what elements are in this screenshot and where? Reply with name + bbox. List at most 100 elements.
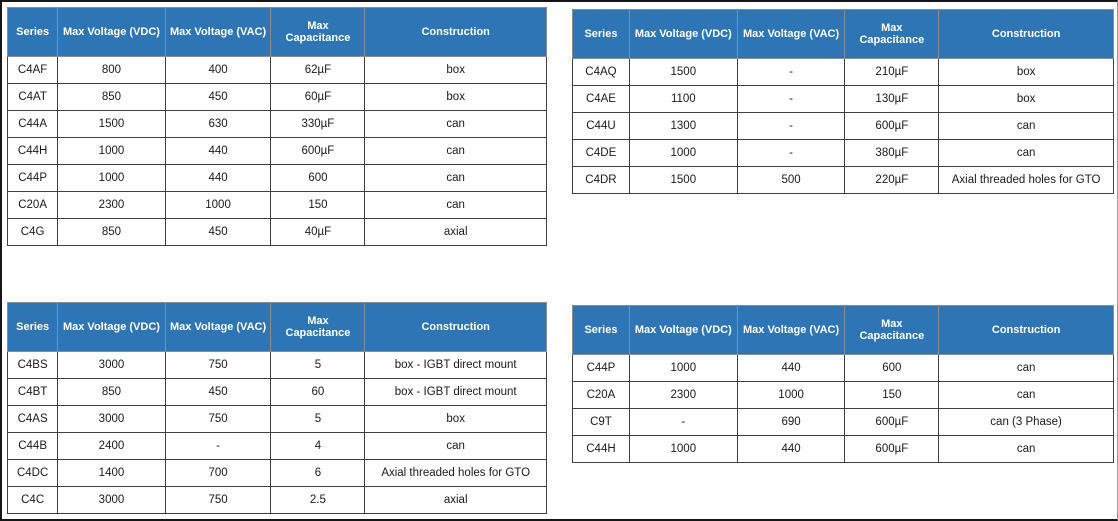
series-table-top-left: Series Max Voltage (VDC) Max Voltage (VAC)… bbox=[6, 7, 547, 246]
table-cell: 600 bbox=[270, 164, 366, 192]
table-cell: 440 bbox=[736, 354, 846, 382]
table-row: C4AE 1100-130µF box bbox=[572, 85, 1114, 113]
table-row: C4G 850 450 40µF axial bbox=[6, 218, 547, 246]
table-row: C4AF 800 400 62µF box bbox=[6, 56, 547, 84]
table-cell: can bbox=[364, 110, 547, 138]
table-cell: box - IGBT direct mount bbox=[364, 378, 547, 406]
table-cell: 850 bbox=[57, 378, 166, 406]
table-cell: can bbox=[364, 164, 547, 192]
table-cell: C20A bbox=[6, 191, 59, 219]
capacitor-table-top-left: Series Max Voltage (VDC) Max Voltage (VAC)… bbox=[6, 7, 547, 246]
table-cell: can bbox=[938, 354, 1114, 382]
table-cell: axial bbox=[364, 486, 547, 514]
table-row: C4DR 1500 500 220µF Axial threaded holes for… bbox=[572, 166, 1114, 194]
table-cell: - bbox=[736, 85, 846, 113]
table-cell: C44P bbox=[6, 164, 59, 192]
table-cell: Axial threaded holes for GTO bbox=[938, 166, 1114, 194]
table-cell: 210µF bbox=[844, 58, 940, 86]
header-row: Series Max Voltage (VDC) Max Voltage (VAC)… bbox=[6, 302, 547, 352]
table-cell: 440 bbox=[736, 435, 846, 463]
table-cell: C4C bbox=[6, 486, 59, 514]
table-row: C44U 1300-600µF can bbox=[572, 112, 1114, 140]
table-row: C20A 2300 1000 150 can bbox=[572, 381, 1114, 409]
table-cell: 600µF bbox=[844, 408, 940, 436]
table-cell: 450 bbox=[164, 218, 272, 246]
table-cell: 1000 bbox=[628, 139, 738, 167]
table-cell: 1000 bbox=[628, 435, 738, 463]
table-cell: 60µF bbox=[270, 83, 366, 111]
table-cell: 1000 bbox=[57, 164, 166, 192]
column-header: Max Voltage (VDC) bbox=[628, 305, 738, 355]
table-cell: can bbox=[938, 139, 1114, 167]
table-cell: C4DE bbox=[572, 139, 630, 167]
column-header: Construction bbox=[938, 305, 1114, 355]
table-cell: 500 bbox=[736, 166, 846, 194]
table-cell: 440 bbox=[164, 164, 272, 192]
column-header: Max Voltage (VDC) bbox=[57, 7, 166, 57]
table-cell: 1500 bbox=[57, 110, 166, 138]
table-cell: box - IGBT direct mount bbox=[364, 351, 547, 379]
table-cell: 6 bbox=[270, 459, 366, 487]
table-cell: C20A bbox=[572, 381, 630, 409]
table-cell: box bbox=[364, 83, 547, 111]
table-row: C44P 1000 440 600 can bbox=[6, 164, 547, 192]
table-row: C9T -690 600µF can (3 Phase) bbox=[572, 408, 1114, 436]
table-row: C4BS 3000 750 5 box - IGBT direct mount bbox=[6, 351, 547, 379]
table-cell: 750 bbox=[164, 486, 272, 514]
table-cell: 130µF bbox=[844, 85, 940, 113]
table-cell: can bbox=[938, 435, 1114, 463]
table-cell: 62µF bbox=[270, 56, 366, 84]
table-cell: 400 bbox=[164, 56, 272, 84]
table-cell: box bbox=[938, 85, 1114, 113]
table-cell: C4BT bbox=[6, 378, 59, 406]
table-cell: 750 bbox=[164, 405, 272, 433]
column-header: Max Voltage (VAC) bbox=[164, 302, 272, 352]
table-cell: can bbox=[364, 191, 547, 219]
table-cell: C4AS bbox=[6, 405, 59, 433]
table-cell: - bbox=[164, 432, 272, 460]
table-cell: C4DR bbox=[572, 166, 630, 194]
table-cell: Axial threaded holes for GTO bbox=[364, 459, 547, 487]
table-row: C44H 1000 440 600µF can bbox=[6, 137, 547, 165]
table-cell: 4 bbox=[270, 432, 366, 460]
table-cell: 690 bbox=[736, 408, 846, 436]
table-cell: 750 bbox=[164, 351, 272, 379]
table-cell: 450 bbox=[164, 83, 272, 111]
capacitor-table-top-right: Series Max Voltage (VDC) Max Voltage (VAC)… bbox=[572, 9, 1114, 194]
table-cell: box bbox=[938, 58, 1114, 86]
table-cell: 1100 bbox=[628, 85, 738, 113]
table-cell: can bbox=[364, 137, 547, 165]
table-cell: axial bbox=[364, 218, 547, 246]
table-cell: C9T bbox=[572, 408, 630, 436]
table-cell: 700 bbox=[164, 459, 272, 487]
column-header: Max Capacitance bbox=[844, 305, 940, 355]
series-table-top-right: Series Max Voltage (VDC) Max Voltage (VAC)… bbox=[572, 9, 1114, 194]
table-cell: 3000 bbox=[57, 351, 166, 379]
table-cell: 850 bbox=[57, 83, 166, 111]
table-cell: C4BS bbox=[6, 351, 59, 379]
table-row: C44H 1000 440 600µF can bbox=[572, 435, 1114, 463]
series-table-bottom-left: Series Max Voltage (VDC) Max Voltage (VAC)… bbox=[6, 302, 547, 514]
table-row: C4DC 1400 700 6 Axial threaded holes for GTO bbox=[6, 459, 547, 487]
table-row: C4C 3000 750 2.5 axial bbox=[6, 486, 547, 514]
table-cell: C4G bbox=[6, 218, 59, 246]
table-cell: - bbox=[736, 139, 846, 167]
table-cell: 5 bbox=[270, 351, 366, 379]
table-cell: 630 bbox=[164, 110, 272, 138]
column-header: Series bbox=[572, 305, 630, 355]
table-cell: 1000 bbox=[628, 354, 738, 382]
table-cell: - bbox=[736, 112, 846, 140]
column-header: Max Voltage (VAC) bbox=[164, 7, 272, 57]
table-cell: 1500 bbox=[628, 166, 738, 194]
table-cell: 150 bbox=[270, 191, 366, 219]
table-cell: 380µF bbox=[844, 139, 940, 167]
table-cell: 850 bbox=[57, 218, 166, 246]
table-cell: 800 bbox=[57, 56, 166, 84]
table-cell: 2.5 bbox=[270, 486, 366, 514]
table-cell: 40µF bbox=[270, 218, 366, 246]
table-cell: 1000 bbox=[164, 191, 272, 219]
table-cell: box bbox=[364, 405, 547, 433]
table-cell: can bbox=[938, 112, 1114, 140]
table-cell: can bbox=[364, 432, 547, 460]
table-cell: C4AF bbox=[6, 56, 59, 84]
